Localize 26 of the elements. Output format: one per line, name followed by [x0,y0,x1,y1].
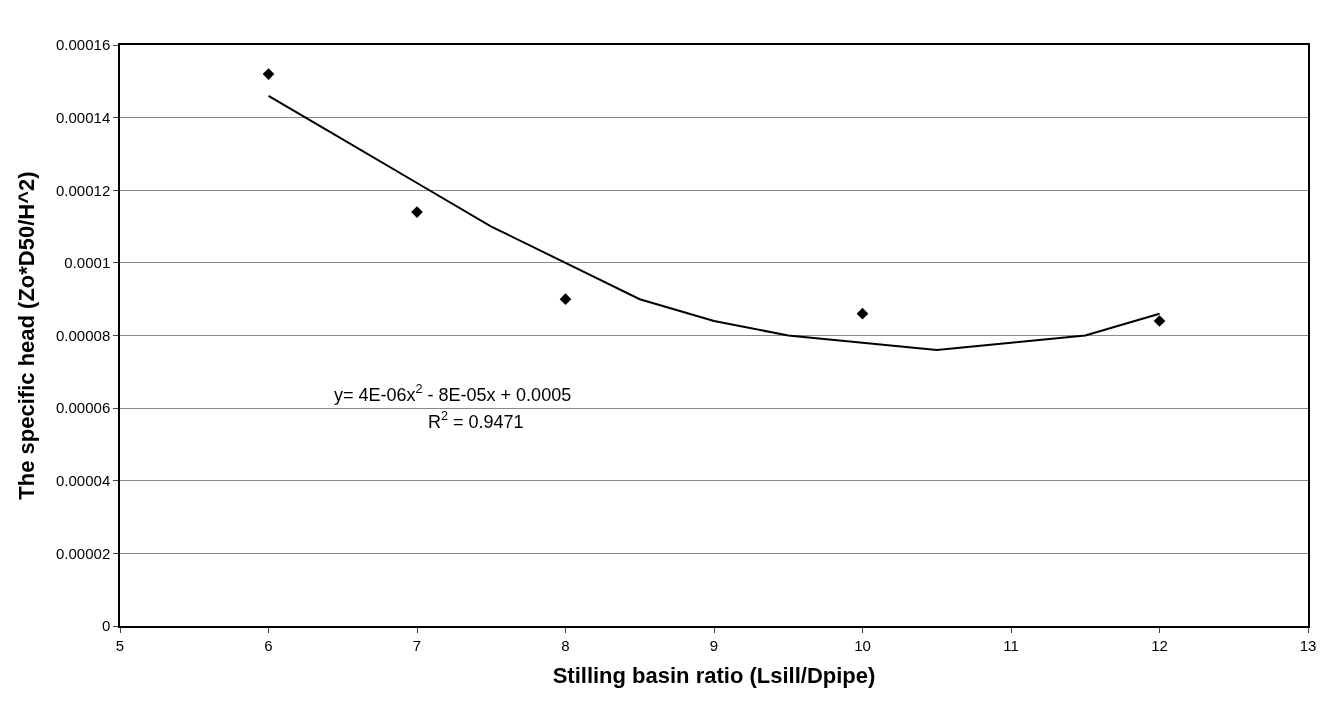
y-tick-label: 0.00004 [56,472,111,489]
y-tick-label: 0.00006 [56,399,111,417]
x-tick-label: 5 [115,636,125,654]
annotation: y= 4E-06x$^{2}$ - 8E-05x + 0.0005 [334,382,572,405]
y-tick-label: 0.00002 [56,544,111,562]
point [1153,315,1166,327]
point [262,68,275,80]
x-tick-label: 7 [412,636,422,654]
x-tick-label: 8 [561,636,570,654]
y-tick-label: 0.0001 [64,254,111,272]
x-tick-label: 12 [1151,636,1168,654]
point [559,293,572,306]
y-tick-label: 0.00012 [56,181,111,199]
x-axis-title: Stilling basin ratio (Lsill/Dpipe) [552,663,876,689]
x-tick-label: 6 [264,636,273,654]
x-tick-label: 9 [709,636,719,654]
x-tick-label: 11 [1003,636,1019,654]
y-tick-label: 0.00008 [56,326,111,344]
annotation: R$^{2}$ = 0.9471 [428,409,524,432]
y-tick-label: 0.00014 [56,108,111,126]
x-tick-label: 10 [854,636,871,654]
y-tick-label: 0.00016 [56,36,111,54]
x-tick-label: 13 [1299,636,1317,654]
y-tick-label: 0 [101,617,111,635]
y-axis-title: The specific head (Zo*D50/H^2) [14,171,40,500]
point [856,307,869,320]
